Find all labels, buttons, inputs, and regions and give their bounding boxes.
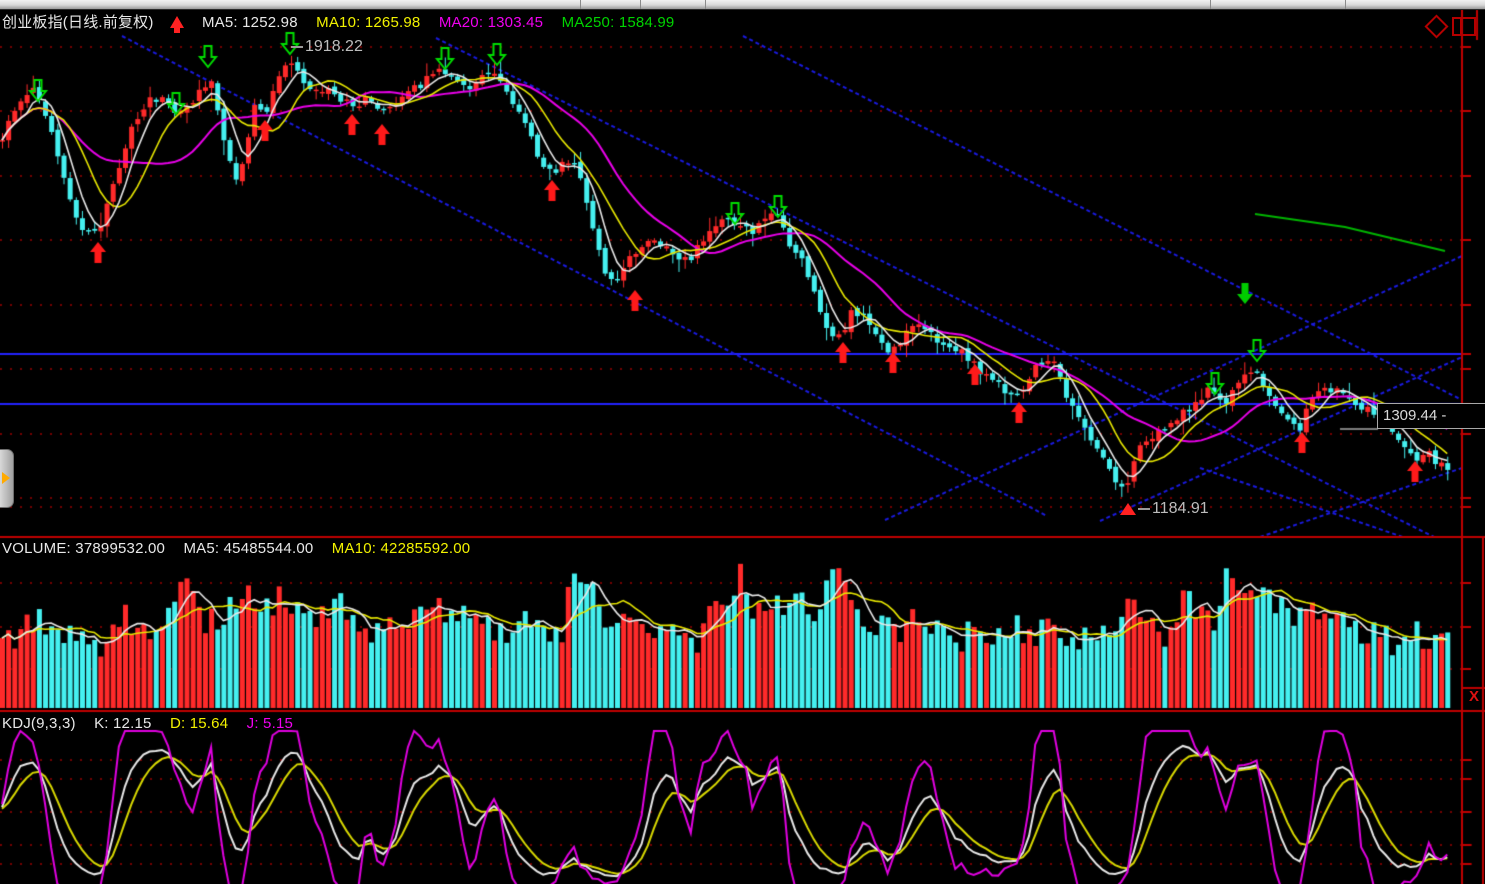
label-dash bbox=[291, 45, 303, 48]
instrument-title: 创业板指(日线.前复权) bbox=[2, 14, 154, 31]
peak-price-label: 1918.22 bbox=[291, 38, 363, 56]
volume-header: VOLUME: 37899532.00 MA5: 45485544.00 MA1… bbox=[2, 540, 484, 557]
expand-arrow-icon bbox=[2, 472, 10, 484]
low-marker-triangle-icon bbox=[1120, 502, 1136, 515]
kdj-name: KDJ(9,3,3) bbox=[2, 715, 76, 732]
low-price-label: 1184.91 bbox=[1120, 500, 1209, 518]
ma20-readout: MA20: 1303.45 bbox=[438, 14, 544, 31]
main-chart-header: 创业板指(日线.前复权) MA5: 1252.98 MA10: 1265.98 … bbox=[2, 11, 688, 33]
up-arrow-icon bbox=[169, 16, 184, 33]
toolbar-divider bbox=[705, 0, 706, 9]
ma250-readout: MA250: 1584.99 bbox=[561, 14, 675, 31]
toolbar-divider bbox=[1345, 0, 1346, 9]
volume-readout: VOLUME: 37899532.00 bbox=[2, 540, 166, 557]
label-dash bbox=[1138, 507, 1150, 510]
toolbar-divider bbox=[1210, 0, 1211, 9]
split-window-icon[interactable] bbox=[1452, 17, 1476, 36]
kdj-j-readout: J: 5.15 bbox=[246, 715, 294, 732]
toolbar-divider bbox=[580, 0, 581, 9]
ma10-readout: MA10: 1265.98 bbox=[316, 14, 421, 31]
close-indicator-button[interactable]: X bbox=[1468, 688, 1479, 705]
toolbar-edge bbox=[0, 0, 1485, 10]
kdj-header: KDJ(9,3,3) K: 12.15 D: 15.64 J: 5.15 bbox=[2, 715, 307, 732]
panel-expand-handle[interactable] bbox=[0, 449, 14, 508]
kdj-k-readout: K: 12.15 bbox=[94, 715, 152, 732]
price-readout-box: 1309.44 - bbox=[1377, 403, 1485, 429]
volume-ma10-readout: MA10: 42285592.00 bbox=[331, 540, 471, 557]
ma5-readout: MA5: 1252.98 bbox=[201, 14, 298, 31]
kdj-d-readout: D: 15.64 bbox=[169, 715, 229, 732]
toolbar-divider bbox=[640, 0, 641, 9]
volume-ma5-readout: MA5: 45485544.00 bbox=[183, 540, 314, 557]
